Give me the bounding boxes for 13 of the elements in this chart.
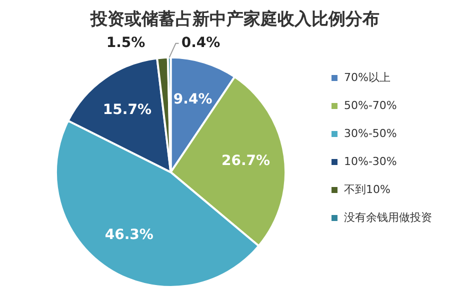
legend-label: 没有余钱用做投资 [344, 210, 432, 224]
legend-label: 50%-70% [344, 98, 397, 112]
legend-label: 10%-30% [344, 154, 397, 168]
legend-label: 30%-50% [344, 126, 397, 140]
legend-label: 70%以上 [344, 70, 390, 84]
data-label: 46.3% [104, 227, 154, 244]
data-label: 26.7% [221, 153, 270, 170]
data-label: 1.5% [106, 35, 146, 52]
data-label: 9.4% [173, 91, 212, 108]
data-label: 15.7% [102, 102, 152, 118]
legend-label: 不到10% [344, 182, 390, 196]
data-label: 0.4% [181, 35, 220, 52]
chart-title: 投资或储蓄占新中产家庭收入比例分布 [90, 10, 380, 30]
